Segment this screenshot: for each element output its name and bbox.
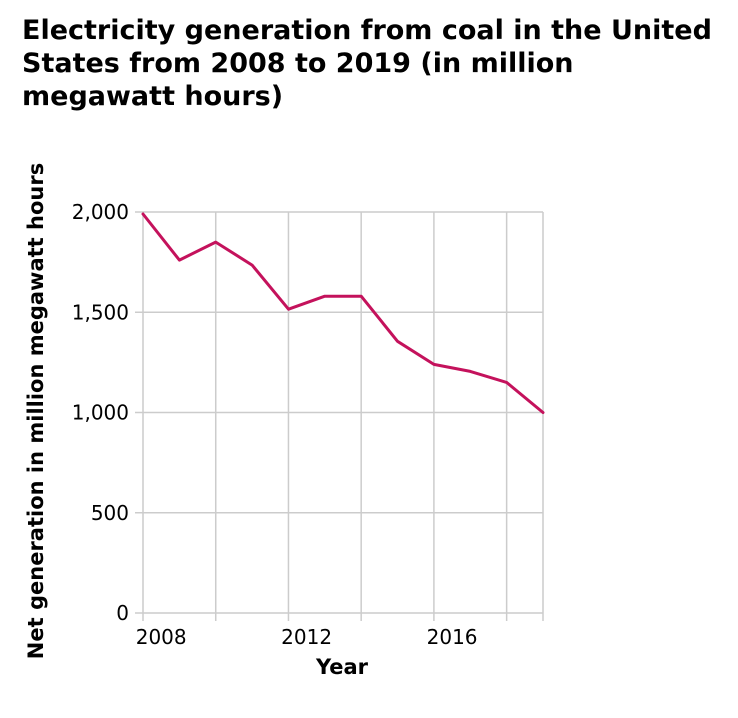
grid — [142, 211, 544, 614]
y-axis-ticks: 0 500 1,000 1,500 2,000 — [72, 200, 143, 625]
x-axis-label: Year — [315, 655, 369, 679]
y-tick-label: 2,000 — [72, 200, 129, 224]
y-axis-label: Net generation in million megawatt hours — [24, 163, 48, 659]
coal-generation-line — [141, 212, 545, 414]
x-tick-label: 2016 — [427, 625, 478, 649]
y-tick-label: 500 — [91, 501, 129, 525]
y-tick-label: 0 — [116, 601, 129, 625]
y-tick-label: 1,000 — [72, 401, 129, 425]
x-tick-label: 2008 — [136, 625, 187, 649]
x-tick-label: 2012 — [281, 625, 332, 649]
chart-title: Electricity generation from coal in the … — [22, 15, 712, 112]
y-tick-label: 1,500 — [72, 300, 129, 324]
x-axis-ticks: 2008 2012 2016 — [136, 613, 544, 649]
